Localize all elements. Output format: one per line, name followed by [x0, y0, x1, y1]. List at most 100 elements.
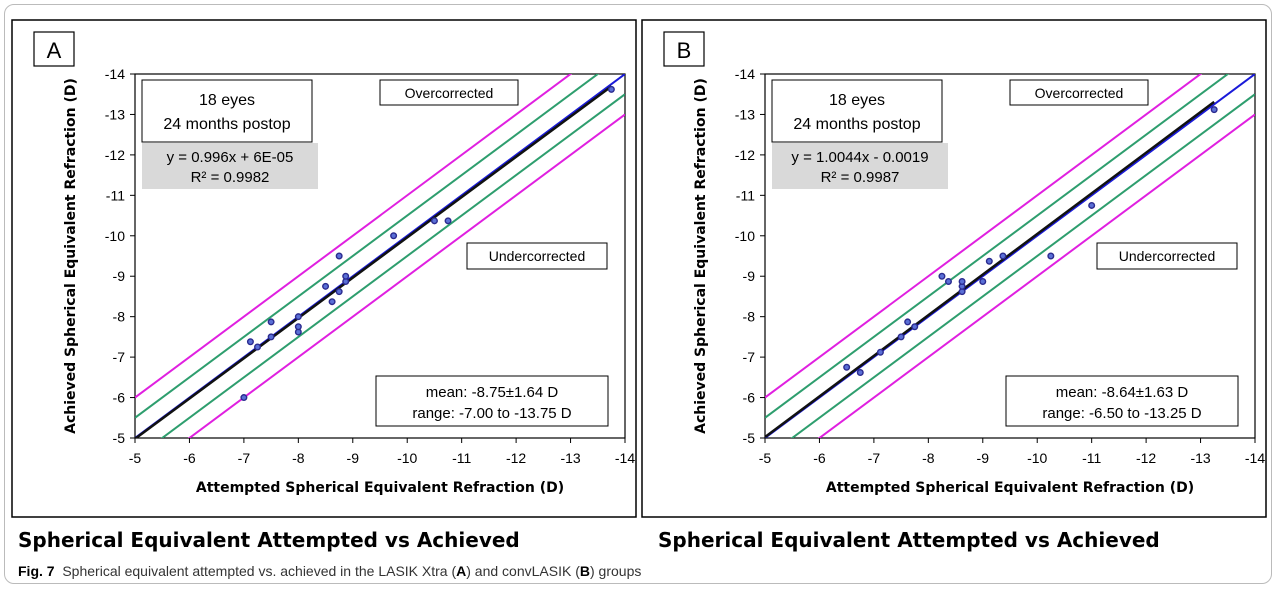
- reference-lines: [135, 74, 625, 438]
- plot-area: [134, 73, 626, 439]
- x-tick-label: -11: [452, 450, 471, 466]
- x-tick-label: -6: [183, 450, 196, 466]
- overcorrected-label: Overcorrected: [1035, 85, 1124, 101]
- equation-line: y = 1.0044x - 0.0019: [791, 149, 928, 166]
- info-box-line-2: 24 months postop: [163, 116, 290, 133]
- data-point: [390, 232, 398, 240]
- info-box: [771, 79, 943, 143]
- y-axis-label: Achieved Spherical Equivalent Refraction…: [693, 78, 709, 434]
- y-tick-label: -5: [113, 430, 126, 446]
- info-box-line-1: 18 eyes: [199, 92, 255, 109]
- equation-box: [142, 143, 318, 189]
- data-point: [322, 282, 330, 290]
- over-half-d-line: [765, 74, 1230, 419]
- undercorrected-box: [466, 242, 608, 270]
- data-point: [607, 85, 615, 93]
- data-point: [294, 313, 302, 321]
- data-point: [999, 252, 1007, 260]
- y-tick-label: -13: [735, 106, 755, 122]
- under-1d-line: [187, 113, 625, 438]
- y-tick-label: -5: [743, 430, 756, 446]
- x-tick-label: -12: [506, 450, 526, 466]
- data-point: [267, 333, 275, 341]
- x-tick-label: -6: [813, 450, 826, 466]
- r-squared-line: R² = 0.9982: [191, 169, 270, 186]
- data-point: [335, 252, 343, 260]
- data-point: [985, 257, 993, 265]
- y-tick-label: -14: [105, 66, 125, 82]
- data-point: [294, 323, 302, 331]
- data-point: [328, 298, 336, 306]
- info-box-line-2: 24 months postop: [793, 116, 920, 133]
- y-tick-label: -13: [105, 106, 125, 122]
- figure-frame: [4, 4, 1272, 584]
- panel-label: A: [47, 38, 62, 63]
- x-axis-label: Attempted Spherical Equivalent Refractio…: [826, 480, 1194, 496]
- data-point: [267, 318, 275, 326]
- caption-text-3: ) groups: [590, 563, 642, 579]
- y-tick-label: -11: [106, 187, 125, 203]
- x-tick-label: -9: [347, 450, 360, 466]
- x-tick-label: -12: [1136, 450, 1156, 466]
- info-box-line-1: 18 eyes: [829, 92, 885, 109]
- data-point: [979, 277, 987, 285]
- y-tick-label: -9: [113, 268, 126, 284]
- stats-range: range: -6.50 to -13.25 D: [1042, 405, 1201, 422]
- y-tick-label: -11: [736, 187, 755, 203]
- data-point: [246, 338, 254, 346]
- x-tick-label: -7: [868, 450, 881, 466]
- y-tick-label: -10: [105, 228, 125, 244]
- chart-b: B -5 -6 -7 -8 -9 -10 -11 -12 -13 -14 -5 -6 -7 -8 -9 -10 -…: [641, 19, 1267, 518]
- y-tick-label: -9: [743, 268, 756, 284]
- caption-text-1: Spherical equivalent attempted vs. achie…: [62, 563, 457, 579]
- data-point: [1088, 201, 1096, 209]
- panel-label-box: [33, 31, 75, 67]
- caption-text-2: ) and convLASIK (: [466, 563, 580, 579]
- data-point: [958, 277, 966, 285]
- data-point: [876, 348, 884, 356]
- equation-box: [772, 143, 948, 189]
- stats-box: [375, 375, 609, 427]
- stats-box: [1005, 375, 1239, 427]
- x-tick-label: -5: [129, 450, 142, 466]
- data-point: [911, 323, 919, 331]
- r-squared-line: R² = 0.9987: [821, 169, 900, 186]
- data-point: [240, 394, 248, 402]
- data-point: [944, 277, 952, 285]
- under-1d-line: [817, 113, 1255, 438]
- x-tick-label: -10: [1027, 450, 1047, 466]
- panel-label: B: [677, 38, 692, 63]
- chart-b-title: Spherical Equivalent Attempted vs Achiev…: [658, 528, 1160, 552]
- y-tick-label: -6: [743, 390, 756, 406]
- undercorrected-label: Undercorrected: [1119, 248, 1216, 264]
- y-tick-label: -8: [113, 309, 126, 325]
- x-tick-label: -13: [560, 450, 580, 466]
- x-tick-label: -9: [977, 450, 990, 466]
- x-tick-label: -8: [292, 450, 305, 466]
- y-tick-label: -8: [743, 309, 756, 325]
- stats-range: range: -7.00 to -13.75 D: [412, 405, 571, 422]
- data-point: [444, 217, 452, 225]
- x-tick-label: -7: [238, 450, 251, 466]
- data-point: [1047, 252, 1055, 260]
- data-point: [1210, 106, 1218, 114]
- regression-line: [765, 100, 1215, 438]
- stats-mean: mean: -8.64±1.63 D: [1056, 384, 1189, 401]
- y-tick-label: -10: [735, 228, 755, 244]
- x-tick-label: -11: [1082, 450, 1101, 466]
- info-box: [141, 79, 313, 143]
- x-tick-label: -5: [759, 450, 772, 466]
- x-axis-label: Attempted Spherical Equivalent Refractio…: [196, 480, 564, 496]
- x-tick-label: -14: [1245, 450, 1265, 466]
- equation-line: y = 0.996x + 6E-05: [167, 149, 294, 166]
- x-tick-label: -13: [1190, 450, 1210, 466]
- over-1d-line: [765, 74, 1203, 399]
- overcorrected-label: Overcorrected: [405, 85, 494, 101]
- over-half-d-line: [135, 74, 600, 419]
- x-tick-label: -10: [397, 450, 417, 466]
- y-tick-label: -7: [113, 349, 126, 365]
- x-tick-label: -14: [615, 450, 635, 466]
- data-point: [897, 333, 905, 341]
- regression-line: [135, 85, 613, 438]
- overcorrected-box: [379, 79, 519, 106]
